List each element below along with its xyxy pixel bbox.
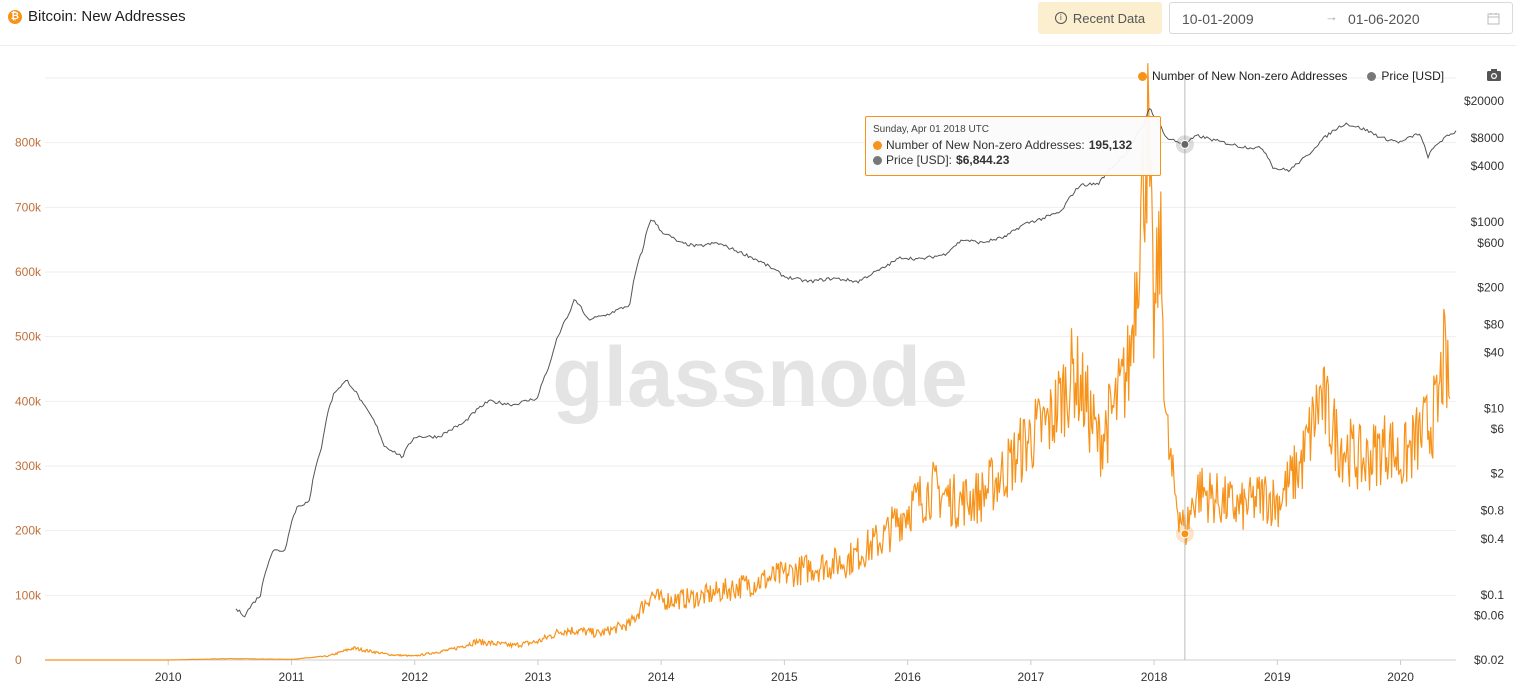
x-tick-label: 2019	[1264, 670, 1291, 684]
y-left-tick-label: 0	[15, 653, 22, 667]
legend-item-addresses[interactable]: Number of New Non-zero Addresses	[1138, 69, 1347, 83]
series-layer	[45, 63, 1457, 661]
y-right-tick-label: $80	[1484, 317, 1504, 331]
tooltip-date: Sunday, Apr 01 2018 UTC	[873, 124, 989, 135]
y-right-tick-label: $1000	[1471, 215, 1505, 229]
y-right-tick-label: $0.8	[1481, 504, 1505, 518]
chart-tooltip: Sunday, Apr 01 2018 UTC Number of New No…	[865, 116, 1161, 176]
series-line-price	[235, 108, 1457, 618]
tooltip-dot-addresses	[873, 141, 882, 150]
x-tick-label: 2018	[1141, 670, 1168, 684]
camera-icon[interactable]	[1486, 68, 1502, 82]
y-right-tick-label: $10	[1484, 402, 1504, 416]
y-right-tick-label: $8000	[1471, 131, 1505, 145]
y-left-tick-label: 300k	[15, 459, 42, 473]
tooltip-label-addresses: Number of New Non-zero Addresses:	[886, 138, 1085, 152]
x-tick-label: 2017	[1018, 670, 1045, 684]
tooltip-row-price: Price [USD]: $6,844.23	[873, 153, 1153, 168]
tooltip-value-addresses: 195,132	[1088, 138, 1133, 152]
y-right-tick-label: $0.1	[1481, 588, 1505, 602]
tooltip-dot-price	[873, 156, 882, 165]
legend-label-addresses: Number of New Non-zero Addresses	[1152, 69, 1348, 83]
hover-markers	[1175, 78, 1194, 660]
x-tick-label: 2020	[1387, 670, 1414, 684]
hover-point-addresses	[1180, 529, 1190, 539]
right-axis: $20000 $8000 $4000 $1000 $600 $200 $80 $40 $10 $6…	[1464, 94, 1504, 667]
legend-dot-price	[1367, 71, 1377, 81]
y-right-tick-label: $4000	[1471, 159, 1505, 173]
y-right-tick-label: $0.4	[1481, 532, 1505, 546]
x-tick-label: 2011	[279, 670, 305, 684]
y-left-tick-label: 700k	[15, 200, 42, 214]
y-right-tick-label: $0.02	[1474, 653, 1504, 667]
recent-data-label: Recent Data	[1072, 10, 1146, 26]
y-right-tick-label: $6	[1491, 422, 1505, 436]
glassnode-watermark: glassnode	[552, 330, 967, 424]
y-left-tick-label: 800k	[15, 136, 42, 150]
tooltip-value-price: $6,844.23	[956, 153, 1010, 167]
x-tick-label: 2012	[401, 670, 428, 684]
info-icon: i	[1054, 12, 1067, 24]
page-title: Bitcoin: New Addresses	[28, 8, 186, 25]
y-left-tick-label: 400k	[15, 394, 42, 408]
y-left-tick-label: 600k	[15, 265, 42, 279]
chart-area: glassnode 0 100k 200k 300k 400k 500k 600k 700k 8…	[15, 63, 1504, 684]
y-left-tick-label: 500k	[15, 330, 42, 344]
tooltip-row-addresses: Number of New Non-zero Addresses: 195,13…	[873, 138, 1153, 153]
end-date-input[interactable]	[1348, 9, 1468, 29]
y-right-tick-label: $0.06	[1474, 609, 1504, 623]
y-right-tick-label: $600	[1477, 236, 1504, 250]
header-bar: ₿ Bitcoin: New Addresses i Recent Data →	[0, 0, 1516, 46]
legend-item-price[interactable]: Price [USD]	[1367, 69, 1444, 83]
series-line-addresses	[45, 63, 1451, 661]
x-tick-label: 2014	[648, 670, 675, 684]
bitcoin-icon: ₿	[8, 10, 22, 24]
legend-label-price: Price [USD]	[1381, 69, 1445, 83]
x-tick-label: 2015	[771, 670, 798, 684]
calendar-icon[interactable]	[1487, 12, 1500, 25]
y-left-tick-label: 100k	[15, 588, 42, 602]
y-right-tick-label: $40	[1484, 345, 1504, 359]
x-tick-label: 2013	[525, 670, 552, 684]
date-range-picker[interactable]: →	[1169, 2, 1513, 34]
x-tick-label: 2016	[894, 670, 921, 684]
y-left-tick-label: 200k	[15, 524, 42, 538]
legend-dot-addresses	[1138, 71, 1147, 81]
tooltip-label-price: Price [USD]:	[886, 153, 953, 167]
range-arrow-icon: →	[1325, 9, 1338, 24]
y-right-tick-label: $2	[1491, 467, 1505, 481]
x-axis: 2010 2011 2012 2013 2014 2015 2016 2017 2018 2019…	[45, 659, 1456, 684]
recent-data-button[interactable]: i Recent Data	[1038, 2, 1162, 34]
y-right-tick-label: $20000	[1464, 94, 1504, 108]
start-date-input[interactable]	[1182, 9, 1302, 29]
y-right-tick-label: $200	[1477, 280, 1504, 294]
x-tick-label: 2010	[155, 670, 182, 684]
hover-point-price	[1180, 139, 1190, 149]
chart-legend: Number of New Non-zero Addresses Price […	[1138, 69, 1460, 83]
left-axis: 0 100k 200k 300k 400k 500k 600k 700k 800k	[15, 136, 42, 667]
